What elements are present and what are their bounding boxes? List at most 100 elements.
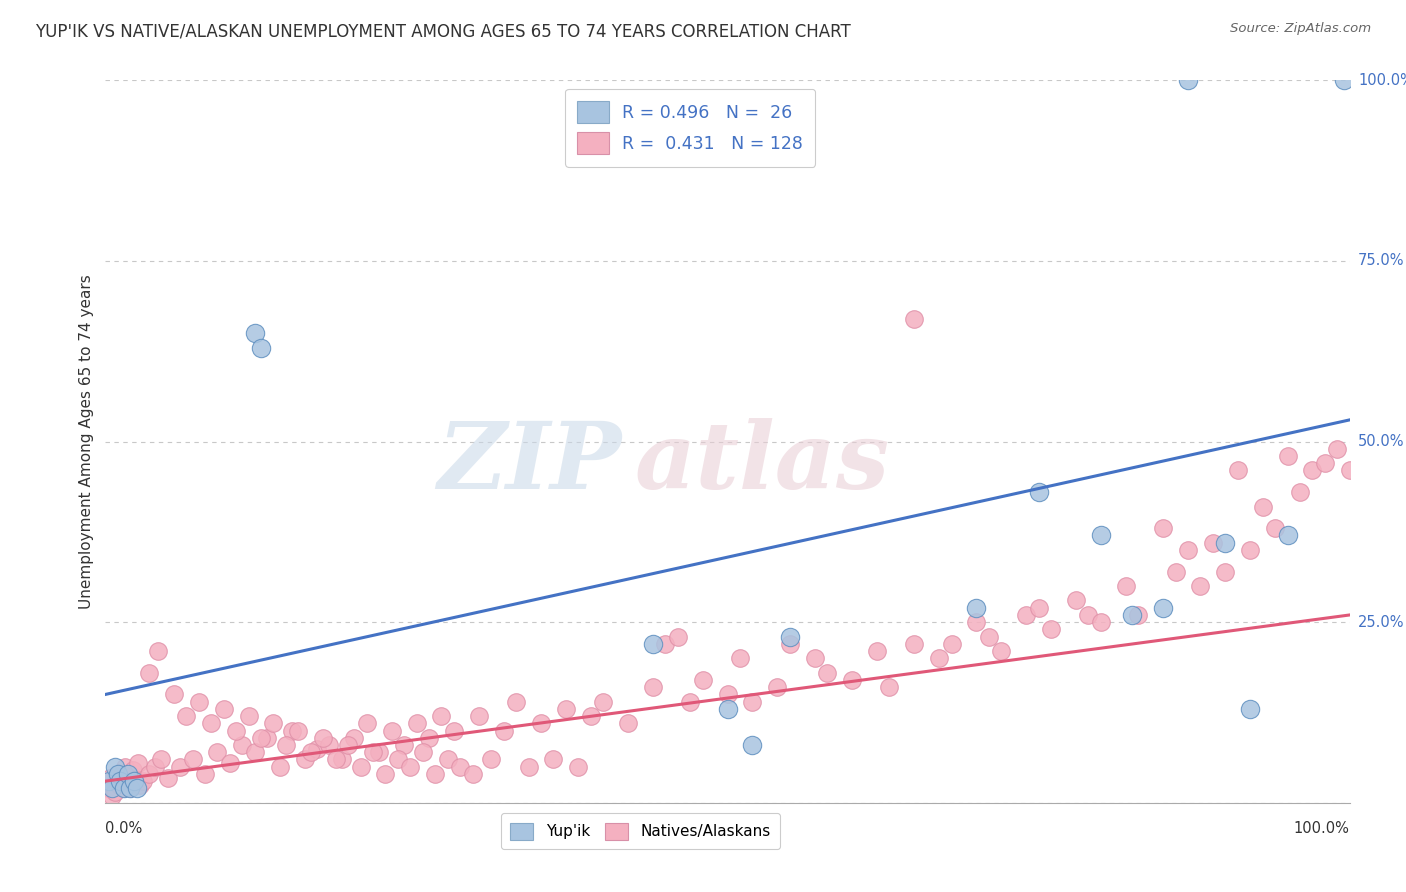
Point [299, 745, 322, 759]
Point [990, 644, 1012, 658]
Point [194, 767, 217, 781]
Point [1339, 463, 1361, 477]
Text: 100.0%: 100.0% [1358, 73, 1406, 87]
Point [965, 600, 987, 615]
Point [1277, 449, 1299, 463]
Point [243, 326, 266, 341]
Point [543, 752, 565, 766]
Point [256, 731, 278, 745]
Point [1251, 500, 1274, 514]
Point [1313, 456, 1336, 470]
Point [641, 637, 664, 651]
Point [467, 709, 491, 723]
Text: YUP'IK VS NATIVE/ALASKAN UNEMPLOYMENT AMONG AGES 65 TO 74 YEARS CORRELATION CHAR: YUP'IK VS NATIVE/ALASKAN UNEMPLOYMENT AM… [35, 22, 851, 40]
Point [381, 723, 404, 738]
Point [1289, 485, 1312, 500]
Point [114, 760, 136, 774]
Text: 25.0%: 25.0% [1358, 615, 1405, 630]
Point [104, 785, 127, 799]
Point [1326, 442, 1348, 456]
Text: ZIP: ZIP [437, 418, 621, 508]
Point [120, 781, 142, 796]
Text: Source: ZipAtlas.com: Source: ZipAtlas.com [1230, 22, 1371, 36]
Point [1090, 615, 1112, 630]
Point [110, 774, 132, 789]
Point [505, 695, 527, 709]
Point [1164, 565, 1187, 579]
Point [728, 651, 751, 665]
Point [287, 723, 309, 738]
Point [117, 767, 139, 781]
Point [1277, 528, 1299, 542]
Point [219, 756, 242, 770]
Point [112, 781, 135, 796]
Point [122, 774, 145, 789]
Point [187, 695, 209, 709]
Point [129, 778, 152, 792]
Point [766, 680, 789, 694]
Point [250, 341, 273, 355]
Point [479, 752, 502, 766]
Point [803, 651, 825, 665]
Point [356, 716, 378, 731]
Point [176, 709, 198, 723]
Point [143, 760, 166, 774]
Point [1128, 607, 1150, 622]
Point [163, 687, 186, 701]
Point [120, 781, 142, 796]
Point [361, 745, 384, 759]
Point [343, 731, 366, 745]
Point [941, 637, 963, 651]
Point [1028, 600, 1050, 615]
Point [430, 709, 453, 723]
Point [1226, 463, 1249, 477]
Point [98, 774, 121, 789]
Point [274, 738, 297, 752]
Point [138, 665, 160, 680]
Point [679, 695, 702, 709]
Point [965, 615, 987, 630]
Point [666, 630, 689, 644]
Point [107, 774, 129, 789]
Point [181, 752, 204, 766]
Point [654, 637, 676, 651]
Point [104, 760, 127, 774]
Text: 50.0%: 50.0% [1358, 434, 1405, 449]
Point [641, 680, 664, 694]
Point [269, 760, 291, 774]
Point [449, 760, 471, 774]
Point [169, 760, 191, 774]
Point [977, 630, 1000, 644]
Point [841, 673, 863, 687]
Point [1189, 579, 1212, 593]
Point [779, 637, 801, 651]
Point [1333, 73, 1355, 87]
Point [312, 731, 335, 745]
Point [1152, 600, 1174, 615]
Point [1215, 535, 1237, 549]
Point [238, 709, 260, 723]
Point [425, 767, 447, 781]
Point [112, 781, 135, 796]
Point [108, 778, 131, 792]
Point [225, 723, 247, 738]
Point [412, 745, 434, 759]
Point [879, 680, 901, 694]
Point [243, 745, 266, 759]
Point [250, 731, 273, 745]
Point [1152, 521, 1174, 535]
Point [132, 774, 155, 789]
Point [138, 767, 160, 781]
Point [121, 764, 143, 778]
Point [262, 716, 284, 731]
Point [125, 781, 148, 796]
Point [330, 752, 353, 766]
Point [107, 767, 129, 781]
Point [325, 752, 347, 766]
Point [150, 752, 173, 766]
Point [567, 760, 589, 774]
Point [200, 716, 222, 731]
Point [1301, 463, 1323, 477]
Point [554, 702, 576, 716]
Point [318, 738, 340, 752]
